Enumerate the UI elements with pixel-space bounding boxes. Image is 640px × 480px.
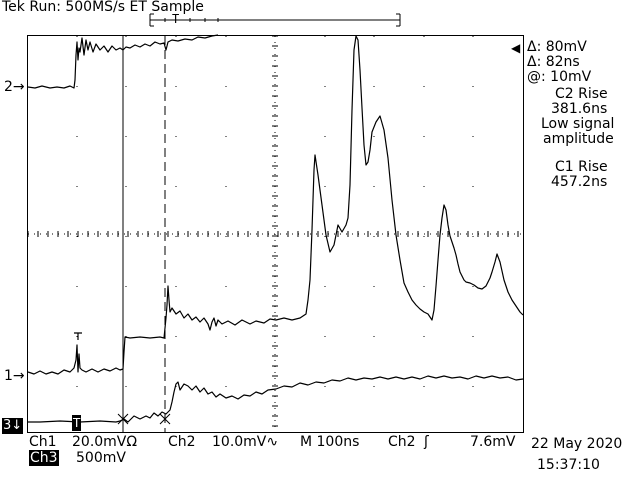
note-line-1: Low signal <box>541 116 615 132</box>
ch2-trace <box>27 34 219 89</box>
ch3-marker-label: 3 <box>3 418 12 433</box>
ch3-trace <box>28 375 524 423</box>
time-cursors[interactable] <box>117 36 171 432</box>
ch3-ground-marker[interactable]: 3↓ <box>2 418 24 434</box>
ch3-scale[interactable]: 500mV <box>76 450 126 466</box>
ch1-ground-marker[interactable]: 1→ <box>4 368 25 384</box>
trigger-slope-icon: ʃ <box>424 434 429 450</box>
graticule <box>27 35 524 433</box>
trigger-level[interactable]: 7.6mV <box>470 434 516 450</box>
ch2-marker-label: 2 <box>4 79 13 95</box>
trigger-source[interactable]: Ch2 <box>388 434 416 450</box>
traces <box>27 34 524 423</box>
c2-rise-value: 381.6ns <box>551 101 608 117</box>
trigger-level-marker: T <box>72 415 82 431</box>
ch2-marker-arrow-icon: → <box>12 79 25 95</box>
cursor-active-arrow-icon: ◀ <box>511 41 521 55</box>
ch1-scale[interactable]: 20.0mVΩ <box>72 434 138 450</box>
cursor-x-marker-2 <box>159 413 171 425</box>
timebase[interactable]: M 100ns <box>300 434 360 450</box>
ch2-ground-marker[interactable]: 2→ <box>4 79 25 95</box>
ch1-marker-label: 1 <box>4 368 13 384</box>
ch3-label[interactable]: Ch3 <box>29 450 59 466</box>
time: 15:37:10 <box>537 457 600 473</box>
c1-rise-label: C1 Rise <box>555 159 608 175</box>
absolute-voltage-readout: @: 10mV <box>527 69 592 85</box>
date: 22 May 2020 <box>531 436 623 452</box>
ch1-trigger-marker <box>74 332 82 340</box>
c2-rise-label: C2 Rise <box>555 86 608 102</box>
ch1-marker-arrow-icon: → <box>12 368 25 384</box>
record-position-bracket <box>149 13 401 27</box>
ch2-label[interactable]: Ch2 <box>168 434 196 450</box>
acquisition-status: Tek Run: 500MS/s ET Sample <box>2 0 204 15</box>
trigger-position-marker: T <box>172 12 180 26</box>
delta-time-readout: Δ: 82ns <box>527 54 580 70</box>
ch1-label[interactable]: Ch1 <box>29 434 57 450</box>
c1-rise-value: 457.2ns <box>551 174 608 190</box>
note-line-2: amplitude <box>543 131 614 147</box>
ch1-trace <box>27 35 524 375</box>
delta-voltage-readout: Δ: 80mV <box>527 39 587 55</box>
ch2-scale[interactable]: 10.0mV∿ <box>212 434 279 450</box>
ch3-marker-arrow-icon: ↓ <box>11 418 23 433</box>
